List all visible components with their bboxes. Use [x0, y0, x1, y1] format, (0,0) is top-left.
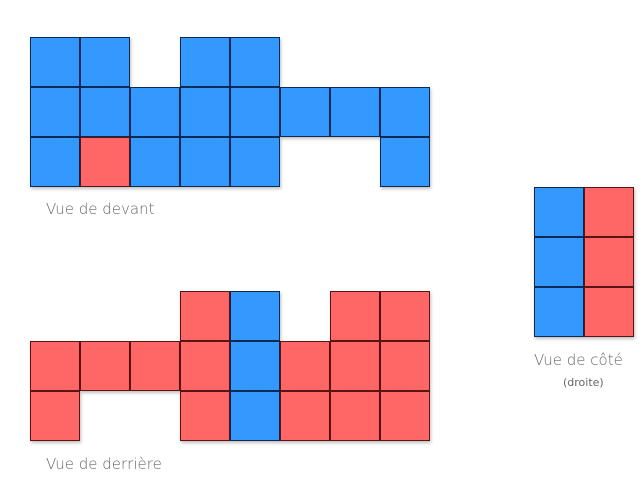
red-cube-face [330, 291, 380, 341]
blue-cube-face [180, 37, 230, 87]
blue-cube-face [230, 291, 280, 341]
blue-cube-face [380, 137, 430, 187]
red-cube-face [380, 341, 430, 391]
blue-cube-face [130, 87, 180, 137]
blue-cube-face [230, 341, 280, 391]
red-cube-face [180, 291, 230, 341]
blue-cube-face [280, 87, 330, 137]
blue-cube-face [534, 187, 584, 237]
red-cube-face [380, 291, 430, 341]
red-cube-face [30, 391, 80, 441]
blue-cube-face [230, 137, 280, 187]
red-cube-face [80, 137, 130, 187]
red-cube-face [30, 341, 80, 391]
red-cube-face [130, 341, 180, 391]
red-cube-face [584, 187, 634, 237]
red-cube-face [584, 287, 634, 337]
blue-cube-face [230, 87, 280, 137]
blue-cube-face [330, 87, 380, 137]
blue-cube-face [180, 87, 230, 137]
front-view-label: Vue de devant [46, 200, 155, 218]
blue-cube-face [380, 87, 430, 137]
blue-cube-face [30, 137, 80, 187]
side-view-sublabel: (droite) [563, 376, 604, 389]
red-cube-face [584, 237, 634, 287]
red-cube-face [330, 341, 380, 391]
red-cube-face [280, 341, 330, 391]
red-cube-face [80, 341, 130, 391]
blue-cube-face [130, 137, 180, 187]
blue-cube-face [534, 287, 584, 337]
red-cube-face [180, 341, 230, 391]
blue-cube-face [180, 137, 230, 187]
red-cube-face [380, 391, 430, 441]
blue-cube-face [80, 87, 130, 137]
red-cube-face [280, 391, 330, 441]
blue-cube-face [230, 37, 280, 87]
blue-cube-face [80, 37, 130, 87]
blue-cube-face [30, 87, 80, 137]
blue-cube-face [534, 237, 584, 287]
red-cube-face [330, 391, 380, 441]
blue-cube-face [30, 37, 80, 87]
blue-cube-face [230, 391, 280, 441]
red-cube-face [180, 391, 230, 441]
back-view-label: Vue de derrière [46, 455, 162, 473]
side-view-label: Vue de côté [534, 351, 623, 369]
